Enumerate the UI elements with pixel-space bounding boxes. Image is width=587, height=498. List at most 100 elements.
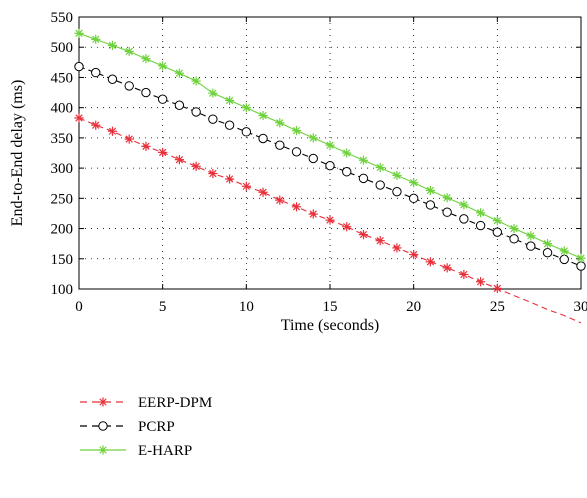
- data-point: [241, 103, 251, 113]
- data-point: [174, 68, 184, 78]
- data-point: [208, 114, 218, 124]
- data-point: [225, 95, 235, 106]
- data-point: [325, 215, 335, 225]
- data-point: [325, 140, 335, 150]
- data-point: [358, 155, 369, 165]
- plot-area-frame: [78, 16, 582, 290]
- data-point: [107, 126, 118, 136]
- data-point: [576, 261, 586, 271]
- data-point: [191, 161, 201, 171]
- data-point: [74, 28, 84, 38]
- y-tick-label: 250: [51, 191, 74, 207]
- data-point: [509, 234, 519, 244]
- series-group: [74, 28, 586, 324]
- x-tick-label: 30: [574, 299, 587, 315]
- data-point: [576, 253, 586, 263]
- data-point: [91, 120, 101, 130]
- y-axis-label: End-to-End delay (ms): [9, 80, 26, 227]
- data-point: [191, 76, 201, 86]
- legend-label: E-HARP: [138, 443, 192, 459]
- data-point: [459, 214, 469, 224]
- legend-marker: [98, 397, 108, 407]
- data-point: [392, 186, 402, 197]
- legend-label: EERP-DPM: [138, 395, 212, 411]
- data-point: [526, 231, 536, 241]
- x-tick-label: 5: [159, 299, 167, 315]
- data-point: [358, 230, 369, 240]
- data-point: [442, 207, 452, 217]
- data-point: [275, 118, 285, 128]
- data-point: [91, 67, 101, 78]
- data-point: [291, 126, 302, 136]
- data-point: [442, 193, 452, 203]
- data-point: [559, 254, 569, 265]
- data-point: [542, 239, 553, 249]
- data-point: [492, 227, 503, 237]
- data-point: [74, 61, 84, 72]
- data-point: [74, 113, 84, 123]
- data-point: [425, 257, 435, 267]
- series-pcrp: [74, 61, 586, 271]
- x-axis-label: Time (seconds): [281, 317, 380, 334]
- data-point: [141, 141, 151, 151]
- data-point: [526, 241, 536, 251]
- data-point: [124, 81, 134, 91]
- data-point: [258, 133, 268, 144]
- legend-item: E-HARP: [80, 443, 192, 459]
- data-point: [509, 223, 519, 234]
- data-point: [542, 248, 553, 258]
- data-point: [208, 168, 218, 179]
- data-point: [442, 263, 452, 273]
- y-tick-label: 450: [51, 70, 74, 86]
- x-tick-label: 0: [75, 299, 83, 315]
- data-point: [476, 208, 486, 218]
- data-point: [174, 155, 184, 165]
- grid-lines: [79, 17, 581, 289]
- y-tick-label: 300: [51, 161, 74, 177]
- data-point: [308, 153, 318, 164]
- data-point: [492, 216, 502, 226]
- legend-marker: [98, 445, 108, 455]
- data-point: [358, 173, 369, 184]
- data-point: [208, 88, 218, 98]
- data-point: [476, 277, 486, 287]
- data-point: [375, 162, 385, 173]
- legend-item: PCRP: [80, 419, 175, 435]
- x-tick-label: 15: [323, 299, 338, 315]
- data-point: [375, 236, 385, 246]
- data-point: [224, 120, 235, 130]
- data-point: [241, 127, 252, 137]
- y-tick-label: 200: [51, 222, 74, 238]
- legend-marker: [98, 421, 108, 431]
- y-tick-label: 350: [51, 131, 74, 147]
- data-point: [157, 94, 168, 104]
- x-tick-label: 10: [239, 299, 254, 315]
- series-eerp-dpm: [74, 113, 582, 324]
- data-point: [492, 283, 502, 293]
- data-point: [342, 167, 352, 177]
- data-point: [475, 220, 486, 231]
- data-point: [392, 170, 402, 180]
- data-point: [225, 174, 235, 184]
- data-point: [409, 178, 419, 188]
- x-axis-ticks: 0 5 10 15 20 25 30: [75, 17, 587, 315]
- y-tick-label: 100: [51, 282, 74, 298]
- y-axis-ticks: 100 150 200 250 300 350 400 450 500 550: [51, 10, 581, 298]
- data-point: [291, 147, 302, 157]
- data-point: [425, 185, 435, 196]
- data-point: [308, 209, 318, 219]
- data-point: [325, 160, 335, 171]
- data-point: [409, 249, 419, 260]
- data-point: [141, 54, 151, 64]
- data-point: [408, 193, 419, 204]
- x-tick-label: 20: [406, 299, 421, 315]
- data-point: [308, 133, 318, 143]
- data-point: [258, 187, 268, 197]
- data-point: [258, 110, 268, 121]
- data-point: [241, 181, 251, 191]
- data-point: [158, 61, 168, 71]
- data-point: [392, 243, 402, 253]
- data-point: [275, 195, 285, 205]
- legend-item: EERP-DPM: [80, 395, 212, 411]
